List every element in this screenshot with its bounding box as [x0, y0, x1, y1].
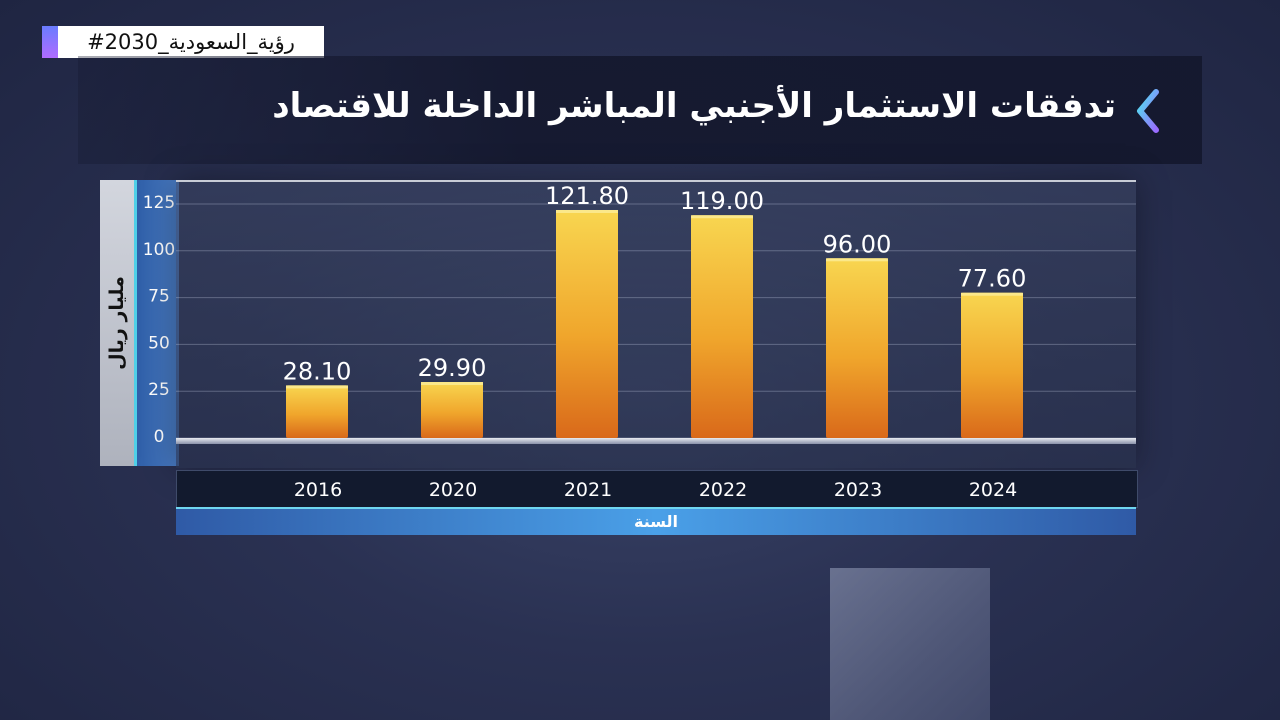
- hashtag-text: #رؤية_السعودية_2030: [87, 30, 295, 54]
- x-tick-label: 2022: [699, 479, 747, 501]
- bar: [961, 292, 1023, 438]
- x-tick-label: 2016: [294, 479, 342, 501]
- y-tick-label: 125: [143, 193, 175, 213]
- bar: [556, 209, 618, 438]
- bar-value-label: 77.60: [958, 265, 1027, 293]
- bar-highlight: [961, 292, 1023, 296]
- bar-value-label: 29.90: [418, 354, 487, 382]
- y-axis-title-box: مليار ريال: [100, 180, 134, 466]
- bar-value-label: 119.00: [680, 187, 764, 215]
- y-axis-title: مليار ريال: [106, 276, 128, 370]
- y-tick-label: 50: [148, 333, 170, 353]
- chevron-left-icon: [1137, 89, 1159, 133]
- bar-highlight: [421, 382, 483, 386]
- y-tick-label: 0: [154, 427, 165, 447]
- bar-chart: 28.10 29.90 121.80 119.00 96.00 77.60: [176, 182, 1136, 444]
- bar: [421, 382, 483, 438]
- x-axis-title: السنة: [176, 507, 1136, 535]
- bar: [826, 258, 888, 438]
- x-tick-label: 2023: [834, 479, 882, 501]
- y-tick-label: 75: [148, 287, 170, 307]
- bar-value-label: 96.00: [823, 230, 892, 258]
- bar-highlight: [286, 385, 348, 389]
- y-axis-ticks: 0 25 50 75 100 125: [143, 193, 175, 447]
- bar-highlight: [691, 215, 753, 219]
- bar: [286, 385, 348, 438]
- title-bar: تدفقات الاستثمار الأجنبي المباشر الداخلة…: [78, 56, 1202, 164]
- hashtag-badge: #رؤية_السعودية_2030: [42, 26, 324, 58]
- hashtag-accent-strip: [42, 26, 58, 58]
- bar: [691, 215, 753, 438]
- plot-area: 28.10 29.90 121.80 119.00 96.00 77.60: [176, 180, 1136, 468]
- chart-title: تدفقات الاستثمار الأجنبي المباشر الداخلة…: [272, 86, 1116, 126]
- bar-value-label: 121.80: [545, 182, 629, 210]
- bar-value-label: 28.10: [283, 357, 352, 385]
- x-tick-label: 2020: [429, 479, 477, 501]
- y-axis-column: 0 25 50 75 100 125: [134, 180, 179, 466]
- x-axis-band: 2016 2020 2021 2022 2023 2024: [176, 470, 1138, 508]
- bar-highlight: [826, 258, 888, 262]
- y-tick-label: 100: [143, 240, 175, 260]
- x-tick-label: 2024: [969, 479, 1017, 501]
- x-axis-ticks: 2016 2020 2021 2022 2023 2024: [294, 479, 1017, 501]
- y-tick-label: 25: [148, 380, 170, 400]
- background-decoration: [830, 568, 990, 720]
- bar-highlight: [556, 209, 618, 213]
- x-tick-label: 2021: [564, 479, 612, 501]
- baseline: [176, 438, 1136, 444]
